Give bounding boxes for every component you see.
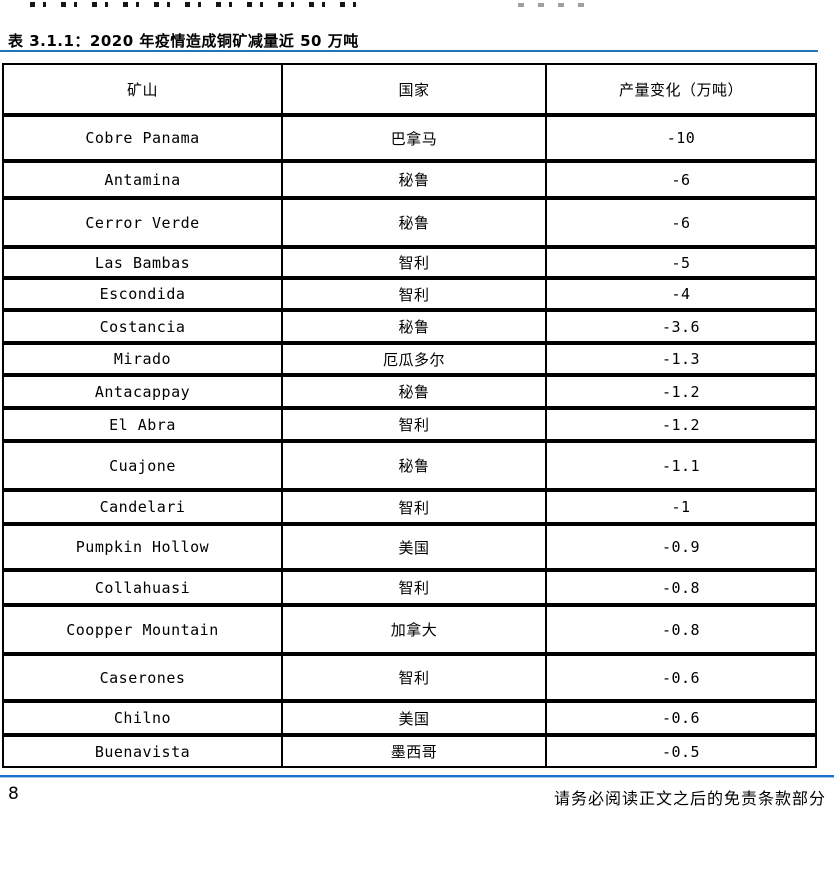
- country-cell: 厄瓜多尔: [283, 345, 547, 373]
- mine-name-cell: Antacappay: [4, 377, 283, 406]
- production-change-cell: -3.6: [661, 317, 701, 336]
- production-change-cell: -1: [671, 498, 691, 516]
- country-cell: 秘鲁: [283, 377, 547, 406]
- copper-mine-reduction-table: 矿山 国家 产量变化（万吨） Cobre Panama 巴拿马 -10 Anta…: [2, 63, 817, 768]
- table-row: Antacappay 秘鲁 -1.2: [4, 373, 815, 406]
- table-header-row: 矿山 国家 产量变化（万吨）: [4, 65, 815, 113]
- table-row: Antamina 秘鲁 -6: [4, 159, 815, 196]
- mine-name-cell: Cobre Panama: [4, 117, 283, 159]
- production-change-cell: -5: [671, 253, 691, 272]
- clipped-header-text: [0, 0, 838, 8]
- production-change-cell: -10: [666, 129, 696, 147]
- country-cell: 智利: [283, 572, 547, 603]
- table-row: Pumpkin Hollow 美国 -0.9: [4, 522, 815, 568]
- column-header-change: 产量变化（万吨）: [618, 80, 743, 99]
- table-row: Caserones 智利 -0.6: [4, 652, 815, 699]
- table-row: Cobre Panama 巴拿马 -10: [4, 113, 815, 159]
- production-change-cell: -6: [671, 213, 691, 232]
- table-row: Escondida 智利 -4: [4, 276, 815, 308]
- table-row: Buenavista 墨西哥 -0.5: [4, 733, 815, 766]
- country-cell: 巴拿马: [283, 117, 547, 159]
- country-cell: 加拿大: [283, 607, 547, 652]
- column-header-country: 国家: [283, 65, 547, 113]
- table-row: Candelari 智利 -1: [4, 488, 815, 522]
- clipped-text-fragment: [518, 3, 594, 7]
- table-caption: 表 3.1.1：2020 年疫情造成铜矿减量近 50 万吨: [8, 32, 359, 50]
- mine-name-cell: Cuajone: [4, 443, 283, 488]
- country-cell: 秘鲁: [283, 200, 547, 245]
- mine-name-cell: Coopper Mountain: [4, 607, 283, 652]
- production-change-cell: -1.3: [661, 350, 701, 368]
- clipped-text-fragment: [30, 2, 365, 7]
- table-row: Las Bambas 智利 -5: [4, 245, 815, 276]
- mine-name-cell: Cerror Verde: [4, 200, 283, 245]
- table-row: Cuajone 秘鲁 -1.1: [4, 439, 815, 488]
- footer-divider-rule: [0, 775, 834, 778]
- title-divider-rule: [0, 50, 818, 52]
- production-change-cell: -6: [671, 170, 691, 189]
- column-header-mine: 矿山: [4, 65, 283, 113]
- production-change-cell: -1.1: [661, 456, 701, 475]
- production-change-cell: -1.2: [661, 415, 701, 434]
- country-cell: 秘鲁: [283, 163, 547, 196]
- table-row: Cerror Verde 秘鲁 -6: [4, 196, 815, 245]
- country-cell: 智利: [283, 249, 547, 276]
- mine-name-cell: Chilno: [4, 703, 283, 733]
- country-cell: 智利: [283, 410, 547, 439]
- production-change-cell: -1.2: [661, 382, 701, 401]
- mine-name-cell: El Abra: [4, 410, 283, 439]
- country-cell: 美国: [283, 526, 547, 568]
- mine-name-cell: Pumpkin Hollow: [4, 526, 283, 568]
- mine-name-cell: Mirado: [4, 345, 283, 373]
- country-cell: 墨西哥: [283, 737, 547, 766]
- mine-name-cell: Las Bambas: [4, 249, 283, 276]
- mine-name-cell: Escondida: [4, 280, 283, 308]
- table-row: Chilno 美国 -0.6: [4, 699, 815, 733]
- footer-disclaimer: 请务必阅读正文之后的免责条款部分: [553, 789, 826, 808]
- page-number: 8: [8, 784, 19, 804]
- production-change-cell: -0.5: [661, 742, 701, 761]
- production-change-cell: -0.8: [661, 578, 701, 597]
- mine-name-cell: Candelari: [4, 492, 283, 522]
- table-row: Collahuasi 智利 -0.8: [4, 568, 815, 603]
- production-change-cell: -0.6: [661, 709, 701, 727]
- table-row: Coopper Mountain 加拿大 -0.8: [4, 603, 815, 652]
- country-cell: 秘鲁: [283, 443, 547, 488]
- country-cell: 智利: [283, 280, 547, 308]
- country-cell: 智利: [283, 492, 547, 522]
- mine-name-cell: Costancia: [4, 312, 283, 341]
- mine-name-cell: Antamina: [4, 163, 283, 196]
- production-change-cell: -0.8: [661, 620, 701, 639]
- mine-name-cell: Collahuasi: [4, 572, 283, 603]
- production-change-cell: -4: [671, 285, 691, 303]
- table-row: El Abra 智利 -1.2: [4, 406, 815, 439]
- production-change-cell: -0.6: [661, 668, 701, 687]
- table-row: Mirado 厄瓜多尔 -1.3: [4, 341, 815, 373]
- mine-name-cell: Buenavista: [4, 737, 283, 766]
- mine-name-cell: Caserones: [4, 656, 283, 699]
- country-cell: 秘鲁: [283, 312, 547, 341]
- country-cell: 美国: [283, 703, 547, 733]
- table-row: Costancia 秘鲁 -3.6: [4, 308, 815, 341]
- country-cell: 智利: [283, 656, 547, 699]
- production-change-cell: -0.9: [661, 538, 701, 556]
